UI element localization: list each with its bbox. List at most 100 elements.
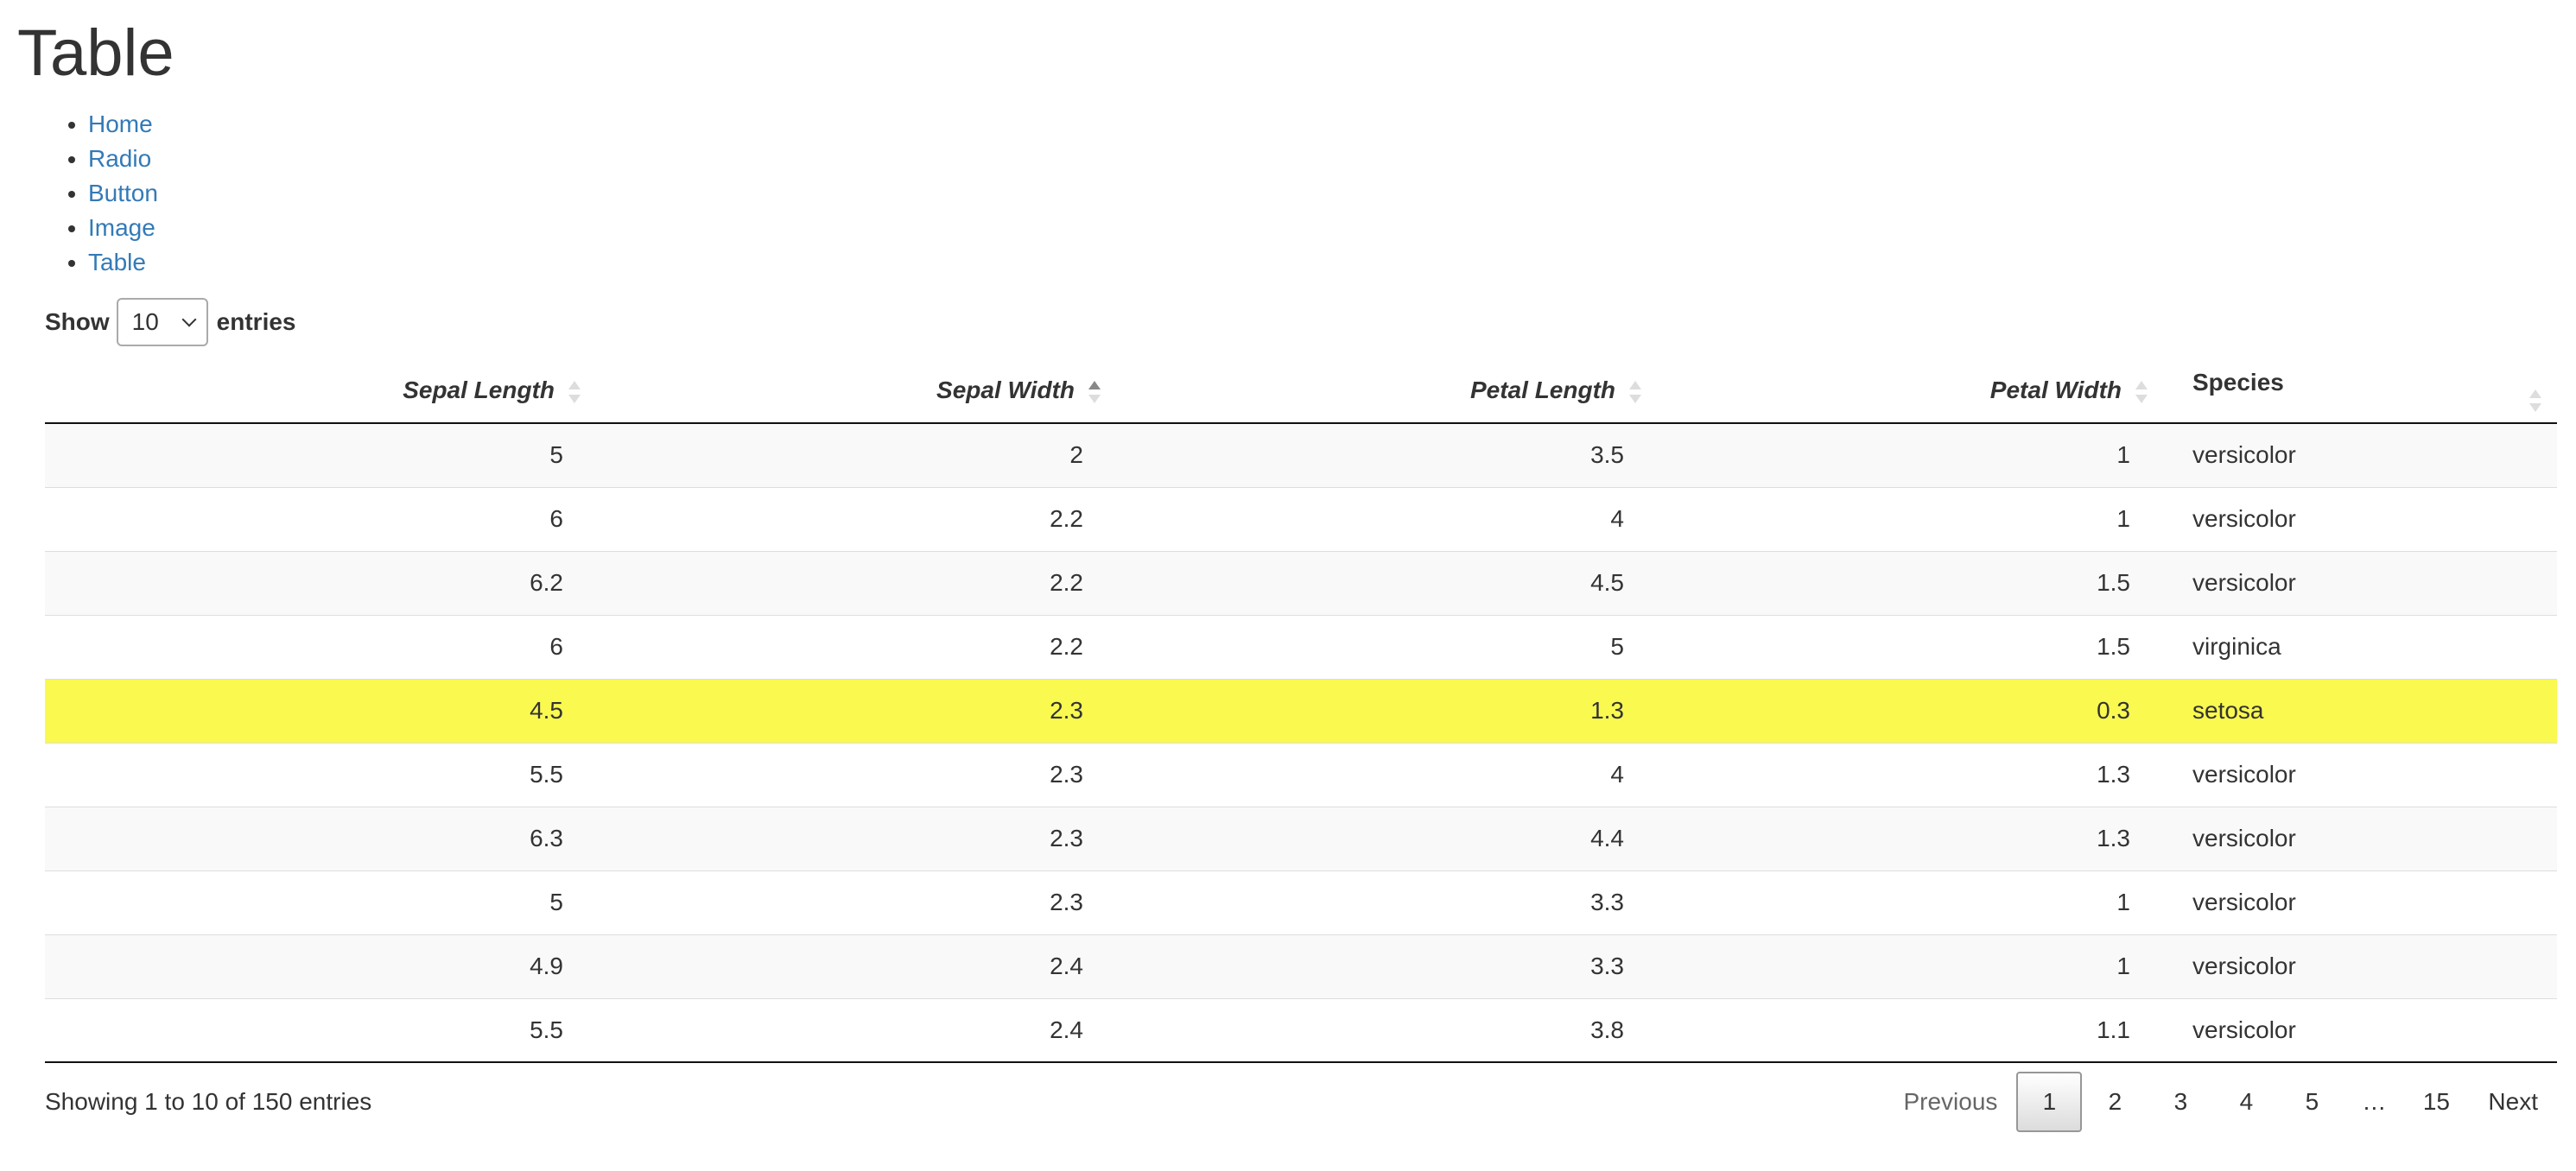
show-label: Show [45, 308, 110, 335]
table-cell: 6 [45, 486, 589, 551]
page-button-1[interactable]: 1 [2016, 1072, 2083, 1132]
table-row: 6 2.2 4 1 versicolor [45, 486, 2557, 551]
table-cell: 2.3 [589, 742, 1109, 807]
table-row: 6.2 2.2 4.5 1.5 versicolor [45, 550, 2557, 615]
table-cell: 5.5 [45, 997, 589, 1063]
table-cell: 5 [45, 870, 589, 934]
table-row: 6 2.2 5 1.5 virginica [45, 614, 2557, 679]
page-button-2[interactable]: 2 [2108, 1088, 2122, 1115]
table-cell: 2.2 [589, 486, 1109, 551]
table-cell: 1.5 [1650, 614, 2156, 679]
table-cell: 1 [1650, 870, 2156, 934]
column-label: Species [2192, 368, 2284, 396]
table-cell: 1 [1650, 934, 2156, 998]
column-header-petal-width[interactable]: Petal Width [1650, 359, 2156, 424]
table-cell: 2.3 [589, 806, 1109, 870]
page-button-5[interactable]: 5 [2305, 1088, 2319, 1115]
table-cell: setosa [2156, 678, 2557, 743]
table-row: 4.9 2.4 3.3 1 versicolor [45, 934, 2557, 998]
column-header-petal-length[interactable]: Petal Length [1109, 359, 1650, 424]
table-cell: 3.5 [1109, 423, 1650, 487]
table-cell: 0.3 [1650, 678, 2156, 743]
column-header-sepal-width[interactable]: Sepal Width [589, 359, 1109, 424]
table-cell: 4.5 [1109, 550, 1650, 615]
column-header-species[interactable]: Species [2156, 359, 2557, 424]
pagination: Previous 1 2 3 4 5 … 15 Next [1884, 1071, 2557, 1133]
table-cell: 2.4 [589, 934, 1109, 998]
nav-item-table: Table [88, 245, 158, 280]
chevron-down-icon [181, 312, 197, 327]
page-button-15[interactable]: 15 [2422, 1088, 2450, 1115]
table-cell: 3.3 [1109, 870, 1650, 934]
table-row: 5.5 2.3 4 1.3 versicolor [45, 742, 2557, 807]
nav-link-radio[interactable]: Radio [88, 145, 152, 172]
table-cell: 2.3 [589, 870, 1109, 934]
sort-ascending-icon [1088, 379, 1101, 405]
previous-page-button[interactable]: Previous [1903, 1088, 1998, 1115]
table-cell: 6.2 [45, 550, 589, 615]
table-cell: 4.4 [1109, 806, 1650, 870]
table-cell: versicolor [2156, 934, 2557, 998]
table-cell: 1.1 [1650, 997, 2156, 1063]
sort-icon [2135, 379, 2148, 405]
page-title: Table [17, 16, 174, 90]
table-cell: 4.5 [45, 678, 589, 743]
column-label: Petal Length [1469, 377, 1615, 404]
sort-icon [2529, 388, 2541, 414]
page-button-3[interactable]: 3 [2173, 1088, 2188, 1115]
table-cell: virginica [2156, 614, 2557, 679]
table-cell: 6.3 [45, 806, 589, 870]
nav-item-radio: Radio [88, 142, 158, 176]
table-cell: 4 [1109, 486, 1650, 551]
table-cell: 4 [1109, 742, 1650, 807]
table-cell: versicolor [2156, 423, 2557, 487]
table-cell: 2 [589, 423, 1109, 487]
next-page-button[interactable]: Next [2488, 1088, 2538, 1115]
table-cell: 1.3 [1109, 678, 1650, 743]
column-label: Sepal Width [936, 377, 1075, 404]
table-cell: 2.2 [589, 614, 1109, 679]
column-label: Petal Width [1989, 377, 2122, 404]
table-cell: versicolor [2156, 870, 2557, 934]
column-header-sepal-length[interactable]: Sepal Length [45, 359, 589, 424]
table-cell: 1 [1650, 423, 2156, 487]
table-cell: 2.2 [589, 550, 1109, 615]
table-row: 6.3 2.3 4.4 1.3 versicolor [45, 806, 2557, 870]
table-cell: 1 [1650, 486, 2156, 551]
table-cell: versicolor [2156, 550, 2557, 615]
table-cell: 3.3 [1109, 934, 1650, 998]
table-row: 5 2.3 3.3 1 versicolor [45, 870, 2557, 934]
table-cell: 5 [1109, 614, 1650, 679]
pagination-ellipsis: … [2362, 1088, 2387, 1115]
nav-list: Home Radio Button Image Table [0, 107, 158, 280]
table-cell: 1.3 [1650, 806, 2156, 870]
table-header-row: Sepal Length Sepal Width Petal Length Pe… [45, 359, 2557, 424]
table-cell: versicolor [2156, 997, 2557, 1063]
page-button-4[interactable]: 4 [2239, 1088, 2254, 1115]
table-row: 4.5 2.3 1.3 0.3 setosa [45, 678, 2557, 743]
table-cell: versicolor [2156, 486, 2557, 551]
nav-link-table[interactable]: Table [88, 249, 146, 275]
entries-per-page-value: 10 [131, 308, 159, 335]
table-cell: 3.8 [1109, 997, 1650, 1063]
table-cell: 1.5 [1650, 550, 2156, 615]
data-table: Sepal Length Sepal Width Petal Length Pe… [45, 359, 2557, 1063]
table-cell: versicolor [2156, 742, 2557, 807]
table-info: Showing 1 to 10 of 150 entries [45, 1088, 372, 1115]
nav-item-home: Home [88, 107, 158, 142]
column-label: Sepal Length [403, 377, 555, 404]
sort-icon [568, 379, 581, 405]
entries-per-page-select[interactable]: 10 [116, 298, 208, 346]
entries-length-control: Show 10 entries [45, 297, 296, 347]
table-row: 5.5 2.4 3.8 1.1 versicolor [45, 997, 2557, 1063]
nav-link-home[interactable]: Home [88, 111, 153, 137]
nav-link-image[interactable]: Image [88, 214, 155, 241]
nav-link-button[interactable]: Button [88, 180, 158, 206]
table-cell: versicolor [2156, 806, 2557, 870]
table-cell: 1.3 [1650, 742, 2156, 807]
table-cell: 5.5 [45, 742, 589, 807]
table-cell: 2.3 [589, 678, 1109, 743]
nav-item-image: Image [88, 211, 158, 245]
table-cell: 5 [45, 423, 589, 487]
